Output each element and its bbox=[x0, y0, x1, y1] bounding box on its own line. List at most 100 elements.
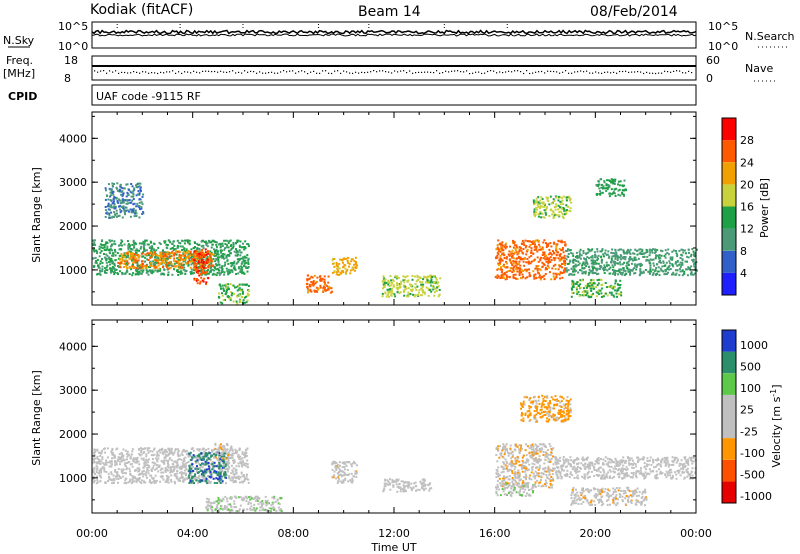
power-cell bbox=[543, 205, 546, 208]
power-cell bbox=[681, 270, 684, 273]
power-cell bbox=[131, 185, 134, 188]
velocity-cell bbox=[201, 469, 204, 472]
power-cell bbox=[564, 262, 567, 265]
power-cell bbox=[514, 249, 517, 252]
power-cell bbox=[317, 288, 319, 291]
nave-dot bbox=[550, 70, 552, 72]
velocity-cell bbox=[105, 459, 107, 462]
nave-dot bbox=[541, 70, 543, 73]
velocity-cell bbox=[233, 502, 236, 505]
power-cell bbox=[646, 259, 649, 261]
power-cell bbox=[416, 275, 419, 278]
power-cell bbox=[141, 270, 144, 273]
power-cell bbox=[503, 265, 506, 268]
power-cell bbox=[130, 268, 133, 271]
velocity-cell bbox=[135, 479, 138, 482]
power-cell bbox=[173, 244, 176, 247]
power-cell bbox=[621, 271, 624, 274]
power-cell bbox=[136, 271, 139, 274]
nave-dot bbox=[460, 71, 462, 73]
velocity-cell bbox=[152, 461, 155, 464]
power-cell bbox=[180, 257, 182, 260]
power-cell bbox=[189, 253, 192, 255]
power-cell bbox=[621, 263, 624, 266]
power-cell bbox=[223, 271, 226, 274]
velocity-cell bbox=[173, 480, 176, 483]
power-cell bbox=[128, 257, 131, 260]
power-cell bbox=[658, 261, 661, 264]
power-cell bbox=[500, 268, 503, 271]
velocity-cell bbox=[209, 459, 212, 462]
power-cell bbox=[139, 182, 142, 185]
velocity-cell bbox=[138, 463, 141, 466]
power-cell bbox=[570, 273, 572, 276]
power-cell bbox=[657, 270, 660, 273]
power-cell bbox=[586, 261, 589, 264]
velocity-cell bbox=[249, 507, 252, 510]
power-cell bbox=[565, 199, 568, 202]
power-cell bbox=[192, 269, 195, 272]
power-cell bbox=[579, 283, 582, 286]
power-cell bbox=[617, 256, 620, 259]
velocity-cell bbox=[240, 498, 243, 501]
power-cell bbox=[555, 245, 558, 248]
power-cell bbox=[499, 250, 502, 253]
power-cell bbox=[663, 255, 666, 257]
power-cell bbox=[218, 256, 221, 259]
power-cell bbox=[557, 251, 559, 254]
power-cell bbox=[180, 263, 183, 266]
power-cell bbox=[216, 252, 219, 255]
power-cell bbox=[126, 267, 129, 270]
power-cell bbox=[149, 261, 151, 264]
power-cell bbox=[403, 279, 406, 281]
power-cell bbox=[349, 272, 352, 275]
power-cell bbox=[539, 212, 542, 215]
power-cell bbox=[171, 243, 174, 246]
power-cell bbox=[139, 186, 142, 189]
power-cell bbox=[652, 271, 655, 274]
power-cell bbox=[593, 251, 596, 254]
power-cell bbox=[107, 208, 110, 211]
power-cell bbox=[567, 248, 569, 251]
velocity-cell bbox=[240, 462, 243, 465]
nave-dot bbox=[469, 73, 471, 75]
power-cell bbox=[331, 290, 334, 293]
power-cell bbox=[518, 271, 521, 274]
velocity-cell bbox=[224, 450, 227, 453]
power-cell bbox=[585, 258, 588, 261]
power-cell bbox=[181, 272, 184, 275]
power-cell bbox=[649, 270, 652, 273]
power-cell bbox=[104, 187, 107, 190]
power-cell bbox=[244, 259, 247, 262]
power-cell bbox=[149, 250, 152, 253]
power-cell bbox=[210, 266, 213, 269]
power-cell bbox=[243, 245, 246, 248]
power-cell bbox=[318, 275, 321, 278]
power-cell bbox=[629, 248, 632, 251]
power-cell bbox=[590, 279, 593, 281]
power-cell bbox=[581, 267, 584, 270]
velocity-cell bbox=[205, 505, 208, 508]
power-cell bbox=[152, 260, 155, 263]
velocity-cell bbox=[202, 478, 205, 481]
power-cell bbox=[576, 292, 579, 295]
power-cell bbox=[534, 213, 537, 216]
velocity-cell bbox=[198, 477, 201, 480]
velocity-cell bbox=[159, 451, 162, 454]
power-cell bbox=[134, 243, 137, 246]
power-cell bbox=[389, 291, 392, 294]
power-cell bbox=[219, 245, 222, 248]
velocity-cell bbox=[189, 455, 192, 458]
velocity-cell bbox=[225, 506, 228, 509]
power-cell bbox=[322, 290, 325, 293]
power-cell bbox=[617, 249, 620, 252]
power-cell bbox=[218, 266, 221, 269]
velocity-cell bbox=[129, 472, 132, 475]
power-cell bbox=[576, 281, 579, 284]
power-cell bbox=[596, 279, 599, 282]
power-cell bbox=[656, 270, 659, 273]
power-cell bbox=[179, 242, 182, 245]
power-cell bbox=[183, 263, 185, 266]
power-cell bbox=[686, 260, 688, 263]
velocity-cell bbox=[219, 473, 222, 475]
